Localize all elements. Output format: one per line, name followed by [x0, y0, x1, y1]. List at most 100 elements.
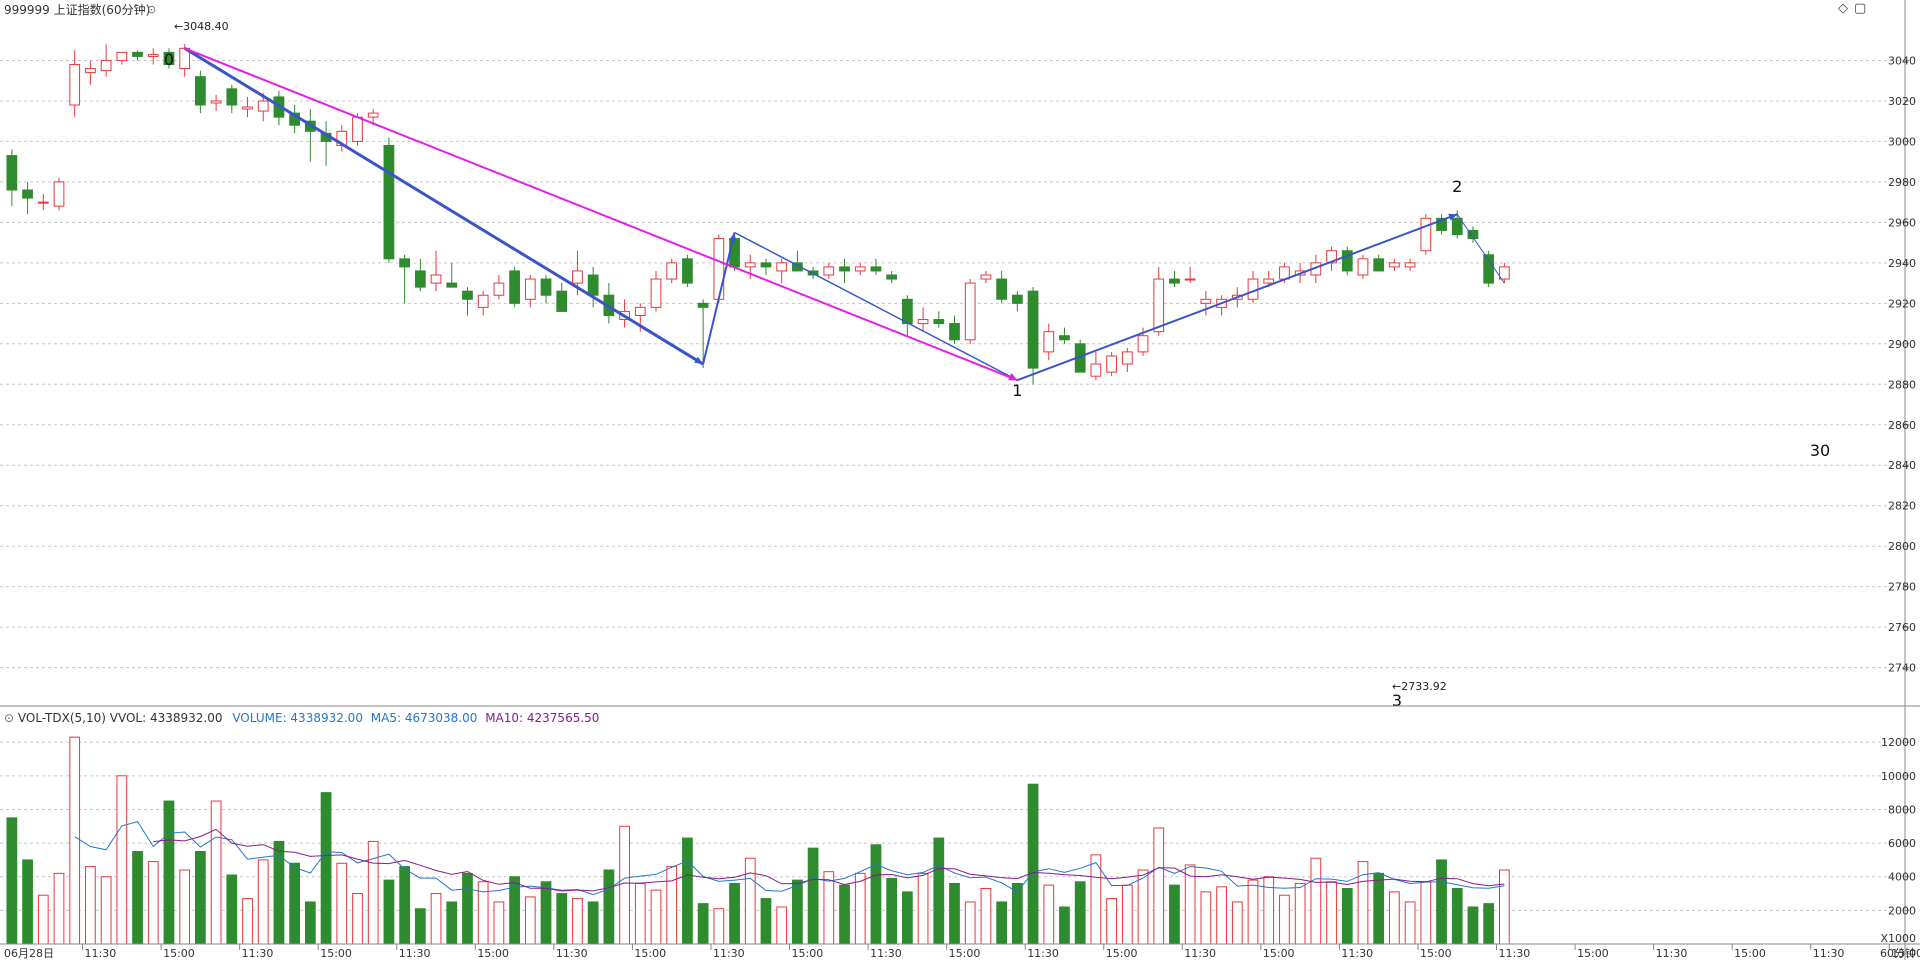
candle	[1499, 262, 1510, 284]
candle	[1169, 270, 1180, 288]
candle	[996, 270, 1008, 304]
volume-bar	[1279, 894, 1290, 945]
volume-bar	[666, 866, 678, 945]
volume-bar	[257, 859, 269, 945]
candle-body	[1389, 262, 1400, 268]
candle-body	[22, 189, 33, 199]
volume-bar	[179, 869, 191, 945]
candle	[870, 258, 882, 275]
candle-body	[792, 262, 803, 272]
volume-bar	[289, 862, 301, 945]
candle-body	[682, 258, 693, 284]
vol-indicator-name: VOL-TDX(5,10)	[17, 711, 106, 725]
diamond-icon[interactable]: ◇	[1838, 1, 1848, 16]
candle	[792, 250, 803, 272]
volume-bar	[776, 906, 788, 945]
time-tick-label: 11:30	[713, 947, 745, 960]
candle	[163, 48, 175, 69]
candle	[713, 234, 725, 304]
candle	[587, 266, 599, 308]
volume-bar	[524, 896, 536, 945]
wave-label-0: 0	[164, 50, 174, 69]
candle	[949, 315, 960, 344]
volume-bar	[493, 901, 505, 945]
wave-label-2: 2	[1452, 177, 1462, 196]
candle-body	[1420, 217, 1432, 252]
candle	[1247, 270, 1259, 304]
candle	[854, 262, 866, 275]
candle	[37, 194, 49, 211]
chevron-down-icon[interactable]: ⊙	[147, 3, 157, 16]
time-tick-label: 15:00	[1106, 947, 1138, 960]
candle	[22, 181, 33, 215]
time-tick-label: 11:30	[556, 947, 588, 960]
candle-body	[980, 274, 992, 280]
price-tick-label: 2920	[1888, 297, 1916, 310]
candle	[1043, 323, 1055, 360]
candle	[132, 50, 143, 61]
candle	[917, 307, 929, 332]
candle-body	[69, 64, 81, 106]
volume-bar	[744, 857, 756, 945]
candle	[1059, 327, 1070, 344]
candle-body	[6, 155, 18, 191]
candle	[6, 149, 18, 207]
price-tick-label: 2940	[1888, 257, 1916, 270]
candle	[242, 96, 253, 118]
wave-magenta-line-head	[1008, 373, 1018, 381]
candle-body	[493, 282, 505, 296]
time-tick-label: 11:30	[85, 947, 117, 960]
time-tick-label: 11:30	[1341, 947, 1373, 960]
candle-body	[210, 100, 222, 104]
volume-bar	[1169, 884, 1180, 945]
volume-bar	[587, 901, 599, 945]
candle-body	[634, 306, 646, 316]
volume-bar	[1483, 903, 1495, 945]
volume-bar	[572, 898, 583, 945]
volume-bar	[147, 861, 159, 945]
candle-body	[917, 319, 929, 325]
candle-body	[1436, 217, 1447, 231]
volume-bar	[1011, 882, 1023, 945]
vol-collapse-icon[interactable]: ⊙	[4, 711, 15, 725]
candle	[1027, 287, 1039, 385]
volume-bar	[304, 901, 316, 945]
candle	[477, 291, 489, 316]
volume-bar	[6, 817, 18, 945]
candle-body	[886, 274, 898, 280]
candle-body	[1263, 278, 1275, 284]
grid-layer	[0, 59, 1905, 911]
candle	[1483, 250, 1495, 288]
volume-bar	[556, 893, 568, 945]
volume-bar	[1200, 891, 1212, 945]
candle-body	[1326, 250, 1337, 264]
candle-body	[85, 68, 96, 74]
wave-blue-line	[734, 231, 1018, 381]
window-icon[interactable]: ▢	[1854, 1, 1867, 16]
candle	[226, 84, 238, 114]
candle-body	[1200, 298, 1212, 304]
candle-body	[666, 262, 678, 280]
candle-body	[446, 282, 458, 288]
volume-bar	[901, 891, 913, 945]
candle	[1467, 226, 1479, 243]
candle	[399, 254, 410, 304]
price-tick-label: 3040	[1888, 54, 1916, 67]
candle-body	[540, 278, 552, 296]
time-tick-label: 11:30	[1656, 947, 1688, 960]
label-layer: 0 1 2 3 30 ←3048.40 ←2733.92	[164, 20, 1830, 710]
volume-bar	[823, 871, 835, 945]
candle-body	[477, 294, 489, 308]
wave-label-30: 30	[1810, 441, 1830, 460]
price-tick-label: 2820	[1888, 500, 1916, 513]
candle	[682, 254, 693, 288]
wave-label-1: 1	[1012, 381, 1022, 400]
wave-blue-line-head	[1448, 213, 1458, 221]
candle	[210, 94, 222, 112]
time-tick-label: 15:00	[1734, 947, 1766, 960]
volume-bar	[1404, 901, 1416, 945]
candle	[414, 258, 426, 292]
volume-bar	[1074, 881, 1086, 945]
candle-body	[1169, 278, 1180, 284]
